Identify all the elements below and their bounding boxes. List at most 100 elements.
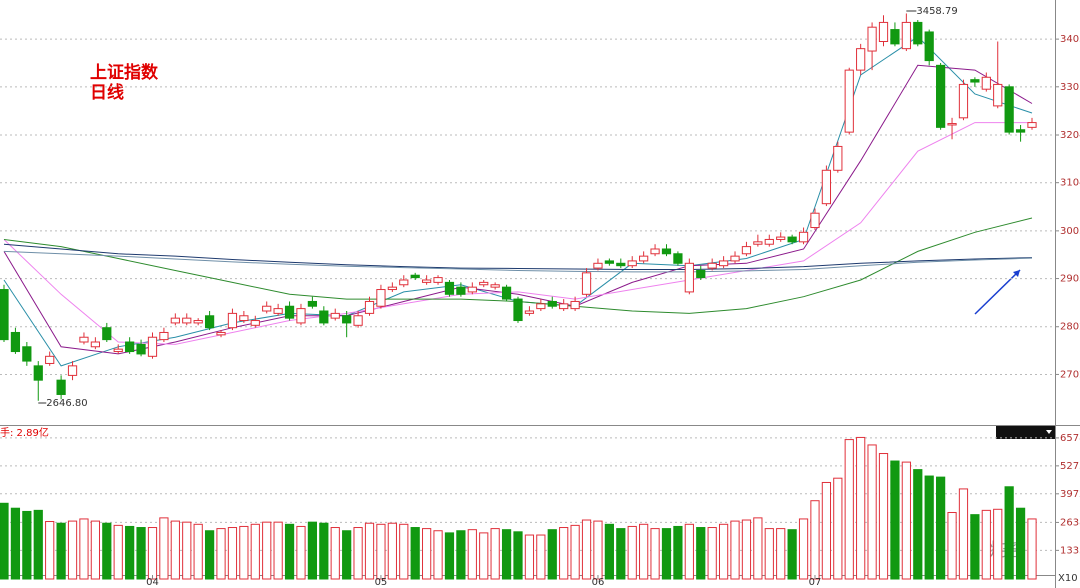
candle-body <box>319 310 329 324</box>
volume-bar <box>204 530 215 580</box>
volume-bar <box>890 460 900 580</box>
volume-bar <box>673 525 683 580</box>
volume-bar <box>444 532 455 580</box>
volume-bar <box>970 514 980 580</box>
volume-bar <box>753 517 763 580</box>
volume-bar <box>661 528 672 580</box>
volume-bar <box>547 529 557 580</box>
volume-bar <box>284 523 295 580</box>
volume-info: 手: 2.89亿 <box>0 426 49 439</box>
candle-body <box>581 272 592 295</box>
volume-bar <box>239 525 249 580</box>
candle-body <box>422 279 432 283</box>
volume-bar <box>364 522 375 580</box>
volume-bar <box>456 530 466 580</box>
volume-bar <box>513 531 523 580</box>
candle-body <box>890 29 900 45</box>
candle-body <box>67 365 78 376</box>
volume-bar <box>798 518 809 580</box>
volume-bar <box>136 527 146 580</box>
candle-body <box>821 169 832 205</box>
volume-bar <box>936 476 946 580</box>
candle-body <box>536 303 546 310</box>
candle-body <box>307 300 318 307</box>
volume-bar <box>147 527 158 580</box>
candle-body <box>707 262 717 269</box>
volume-bar <box>867 444 877 580</box>
volume-bar <box>79 518 89 580</box>
volume-bar <box>227 527 238 580</box>
candle-body <box>296 308 306 324</box>
candle-body <box>239 315 249 322</box>
volume-bar <box>0 502 9 580</box>
candle-body <box>524 310 535 314</box>
volume-bar <box>353 527 363 580</box>
candle-body <box>570 300 580 310</box>
chart-subtitle: 日线 <box>90 82 124 103</box>
candle-body <box>410 274 420 279</box>
volume-bar <box>182 521 192 580</box>
volume-bar <box>216 528 226 580</box>
candle-body <box>125 341 135 353</box>
volume-bar <box>604 523 614 580</box>
moving-average <box>3 243 1033 270</box>
candle-body <box>90 341 100 348</box>
candle-body <box>33 365 43 381</box>
volume-bar <box>193 523 203 580</box>
volume-bar <box>810 500 820 580</box>
volume-bar <box>113 524 123 580</box>
dropdown-icon[interactable] <box>1046 430 1052 434</box>
volume-tick-label: 2638 <box>1060 517 1080 528</box>
volume-bar <box>262 521 272 580</box>
volume-bar <box>1004 486 1014 580</box>
candle-body <box>1015 129 1026 133</box>
volume-bar <box>342 530 352 580</box>
candle-body <box>467 286 477 293</box>
volume-bar <box>878 453 889 580</box>
candle-body <box>650 248 660 255</box>
panel-button[interactable] <box>996 426 1055 439</box>
volume-bar <box>581 519 592 580</box>
candle-body <box>490 284 500 288</box>
candle-body <box>0 289 9 341</box>
candle-body <box>1004 86 1014 133</box>
volume-bar <box>273 521 283 580</box>
volume-bar <box>479 532 489 580</box>
candle-body <box>250 320 260 326</box>
volume-bar <box>924 475 934 580</box>
candle-body <box>810 212 820 229</box>
volume-bar <box>376 523 386 580</box>
volume-bar <box>67 520 78 580</box>
candle-body <box>878 21 889 42</box>
candle-body <box>342 315 352 324</box>
chart-title: 上证指数 <box>90 62 159 83</box>
candle-body <box>170 317 180 324</box>
volume-bar <box>1015 507 1026 580</box>
candle-body <box>227 312 238 329</box>
volume-bar <box>159 517 169 580</box>
candle-body <box>776 236 786 240</box>
candle-body <box>433 277 443 283</box>
volume-bar <box>433 530 443 580</box>
volume-bar <box>627 525 637 580</box>
volume-bar <box>913 469 923 580</box>
candle-body <box>284 305 295 319</box>
candle-body <box>936 64 946 128</box>
volume-bar <box>833 477 843 580</box>
volume-bar <box>330 527 340 580</box>
volume-bar <box>90 520 100 580</box>
candle-body <box>1027 122 1037 128</box>
candle-body <box>559 303 569 310</box>
volume-bar <box>684 523 694 580</box>
arrow <box>974 269 1021 315</box>
volume-bar <box>947 512 957 580</box>
candle-body <box>833 145 843 171</box>
candle-body <box>182 317 192 324</box>
candle-body <box>147 336 158 357</box>
candle-body <box>993 83 1003 107</box>
volume-bar <box>821 481 832 580</box>
candle-body <box>79 336 89 343</box>
volume-bar <box>776 528 786 580</box>
